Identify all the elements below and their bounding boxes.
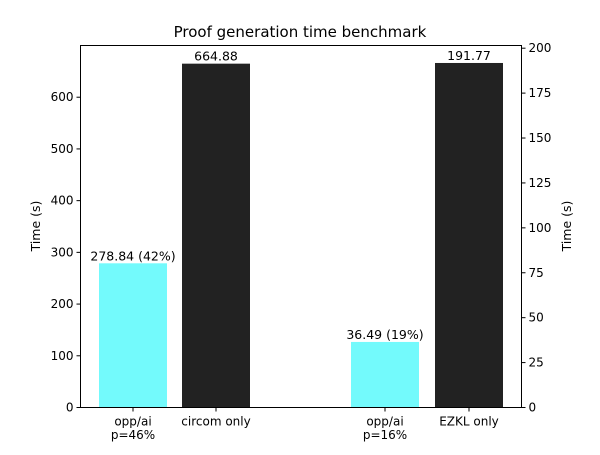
bar-0-1 [182, 63, 250, 408]
right-axis-label: Time (s) [559, 201, 574, 253]
chart-title: Proof generation time benchmark [174, 23, 427, 41]
bar-1-1 [435, 62, 503, 408]
right-tick-label-8: 200 [529, 41, 552, 55]
data-label-0-1: 664.88 [194, 49, 238, 64]
left-tick-label-2: 200 [51, 297, 74, 311]
right-tick-label-5: 125 [529, 176, 552, 190]
data-label-0-0: 278.84 (42%) [90, 248, 175, 263]
right-tick-label-2: 50 [529, 311, 544, 325]
x-tick-label-1-1: EZKL only [439, 415, 499, 429]
right-tick-label-1: 25 [529, 356, 544, 370]
right-tick-label-3: 75 [529, 266, 544, 280]
x-axis-ticks: opp/ai p=46% circom only opp/ai p=16% EZKL on… [111, 407, 499, 443]
left-tick-label-1: 100 [51, 349, 74, 363]
x-tick-label-0-0: opp/ai p=46% [111, 415, 155, 443]
right-tick-label-6: 150 [529, 131, 552, 145]
right-axis-ticks: 0 25 50 75 100 125 150 175 200 [521, 41, 552, 415]
left-tick-label-0: 0 [66, 401, 74, 415]
plot-frame [80, 45, 522, 408]
x-tick-label-0-1: circom only [181, 415, 250, 429]
x-tick-label-1-0: opp/ai p=16% [363, 415, 407, 443]
right-tick-label-7: 175 [529, 86, 552, 100]
left-axis-label: Time (s) [28, 201, 43, 253]
left-tick-label-4: 400 [51, 194, 74, 208]
bar-0-0 [99, 263, 167, 408]
left-tick-label-6: 600 [51, 90, 74, 104]
left-tick-label-3: 300 [51, 245, 74, 259]
right-tick-label-0: 0 [529, 401, 537, 415]
data-label-1-0: 36.49 (19%) [346, 327, 423, 342]
bar-1-0 [351, 341, 419, 408]
right-tick-label-4: 100 [529, 221, 552, 235]
data-labels: 278.84 (42%) 664.88 36.49 (19%) 191.77 [90, 48, 491, 342]
left-tick-label-5: 500 [51, 142, 74, 156]
left-axis-ticks: 0 100 200 300 400 500 600 [51, 90, 81, 415]
data-label-1-1: 191.77 [447, 48, 491, 63]
bars [99, 62, 503, 408]
